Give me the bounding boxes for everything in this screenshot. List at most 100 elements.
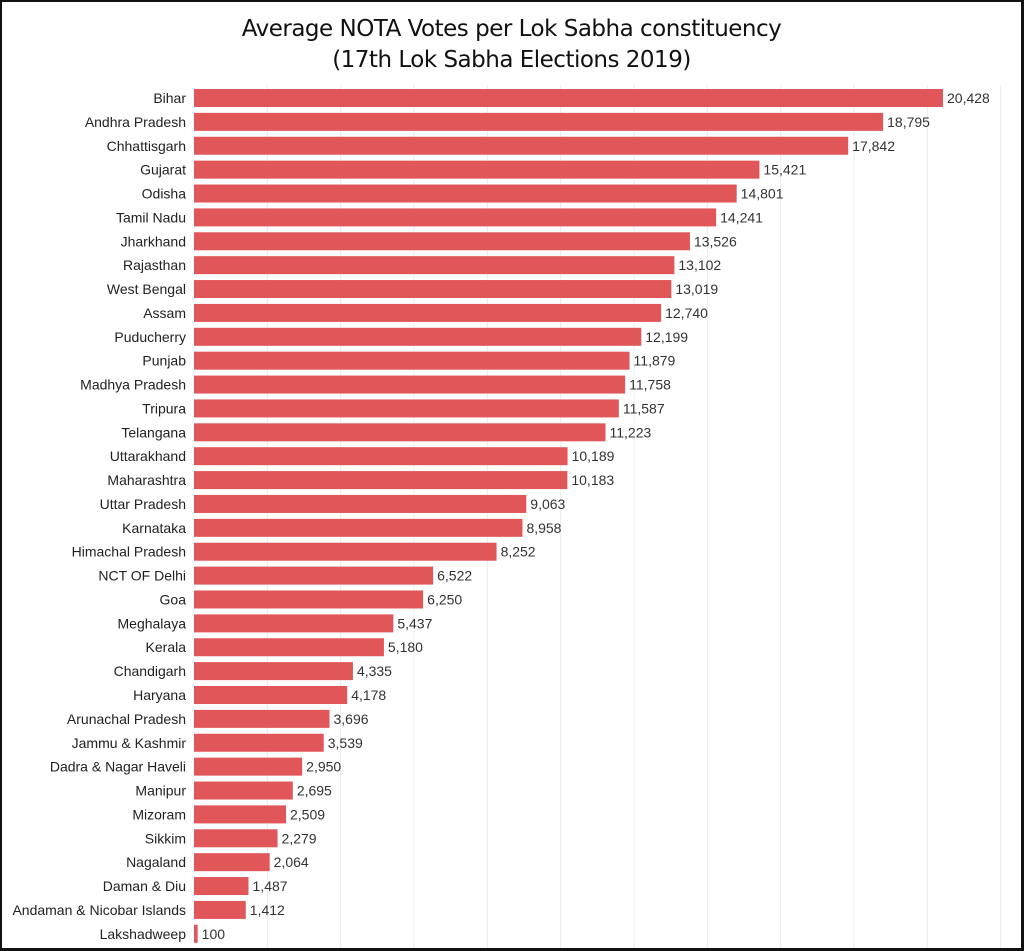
category-label: West Bengal — [107, 281, 186, 297]
bar — [194, 327, 642, 346]
bar — [194, 757, 303, 776]
bar — [194, 232, 690, 251]
data-label: 8,958 — [526, 520, 561, 536]
bar — [194, 399, 619, 418]
data-label: 14,801 — [741, 186, 784, 202]
data-label: 10,183 — [571, 472, 614, 488]
category-label: Jharkhand — [121, 233, 186, 249]
bar — [194, 423, 606, 442]
bar — [194, 351, 630, 370]
data-label: 2,950 — [306, 759, 341, 775]
bar — [194, 590, 424, 609]
bar — [194, 877, 249, 896]
category-label: Uttarakhand — [110, 448, 186, 464]
data-label: 13,019 — [675, 281, 718, 297]
category-label: Gujarat — [140, 162, 186, 178]
data-label: 5,437 — [397, 615, 432, 631]
data-label: 1,412 — [250, 902, 285, 918]
category-label: Andaman & Nicobar Islands — [12, 902, 186, 918]
data-label: 5,180 — [388, 639, 423, 655]
data-label: 1,487 — [253, 878, 288, 894]
bar — [194, 900, 246, 919]
category-label: Punjab — [142, 353, 186, 369]
data-label: 2,695 — [297, 783, 332, 799]
category-label: Arunachal Pradesh — [67, 711, 186, 727]
category-label: Madhya Pradesh — [80, 377, 186, 393]
bar — [194, 184, 737, 203]
bar — [194, 638, 384, 657]
category-label: Sikkim — [145, 830, 186, 846]
data-label: 4,335 — [357, 663, 392, 679]
chart-subtitle: (17th Lok Sabha Elections 2019) — [332, 47, 691, 73]
bar — [194, 208, 717, 227]
data-label: 10,189 — [572, 448, 615, 464]
category-label: NCT OF Delhi — [98, 568, 186, 584]
bar — [194, 375, 626, 394]
category-label: Rajasthan — [123, 257, 186, 273]
category-label: Chandigarh — [114, 663, 186, 679]
category-label: Kerala — [146, 639, 187, 655]
category-label: Manipur — [135, 783, 186, 799]
category-label: Haryana — [133, 687, 186, 703]
category-label: Assam — [143, 305, 186, 321]
category-label: Jammu & Kashmir — [72, 735, 187, 751]
data-label: 11,587 — [623, 400, 665, 416]
data-label: 2,279 — [282, 830, 317, 846]
category-label: Mizoram — [132, 806, 186, 822]
bar — [194, 614, 394, 633]
chart-title: Average NOTA Votes per Lok Sabha constit… — [241, 16, 782, 42]
bar — [194, 853, 270, 872]
bar — [194, 256, 675, 275]
bar — [194, 709, 330, 728]
bar — [194, 733, 324, 752]
data-label: 2,064 — [274, 854, 309, 870]
data-label: 2,509 — [290, 806, 325, 822]
data-label: 20,428 — [947, 90, 990, 106]
category-label: Tripura — [142, 400, 186, 416]
category-label: Goa — [160, 591, 187, 607]
data-label: 12,199 — [645, 329, 688, 345]
bar — [194, 160, 760, 179]
category-label: Dadra & Nagar Haveli — [50, 759, 186, 775]
bar — [194, 566, 434, 585]
data-label: 3,539 — [328, 735, 363, 751]
data-label: 14,241 — [720, 209, 763, 225]
data-label: 13,526 — [694, 233, 737, 249]
category-label: Himachal Pradesh — [72, 544, 186, 560]
data-label: 6,250 — [427, 591, 462, 607]
bar — [194, 89, 943, 107]
bar — [194, 542, 497, 561]
category-label: Daman & Diu — [103, 878, 186, 894]
category-label: Telangana — [121, 424, 186, 440]
data-label: 8,252 — [501, 544, 536, 560]
bar — [194, 112, 884, 131]
category-label: Tamil Nadu — [116, 209, 186, 225]
data-label: 17,842 — [852, 138, 895, 154]
category-label: Lakshadweep — [100, 926, 187, 942]
category-label: Karnataka — [122, 520, 186, 536]
bar — [194, 924, 198, 943]
data-label: 11,223 — [609, 424, 651, 440]
data-label: 11,758 — [629, 377, 671, 393]
bar — [194, 781, 293, 800]
data-label: 4,178 — [351, 687, 386, 703]
category-label: Odisha — [142, 186, 187, 202]
bar — [194, 518, 523, 537]
data-label: 9,063 — [530, 496, 565, 512]
bar — [194, 662, 353, 681]
category-label: Chhattisgarh — [107, 138, 186, 154]
data-label: 13,102 — [678, 257, 721, 273]
bar — [194, 805, 286, 824]
data-label: 3,696 — [334, 711, 369, 727]
data-label: 100 — [202, 926, 226, 942]
category-label: Maharashtra — [107, 472, 186, 488]
category-label: Meghalaya — [118, 615, 187, 631]
data-label: 11,879 — [634, 353, 676, 369]
data-label: 18,795 — [887, 114, 930, 130]
category-label: Uttar Pradesh — [100, 496, 186, 512]
bar — [194, 280, 672, 299]
bar — [194, 447, 568, 466]
bar — [194, 829, 278, 848]
